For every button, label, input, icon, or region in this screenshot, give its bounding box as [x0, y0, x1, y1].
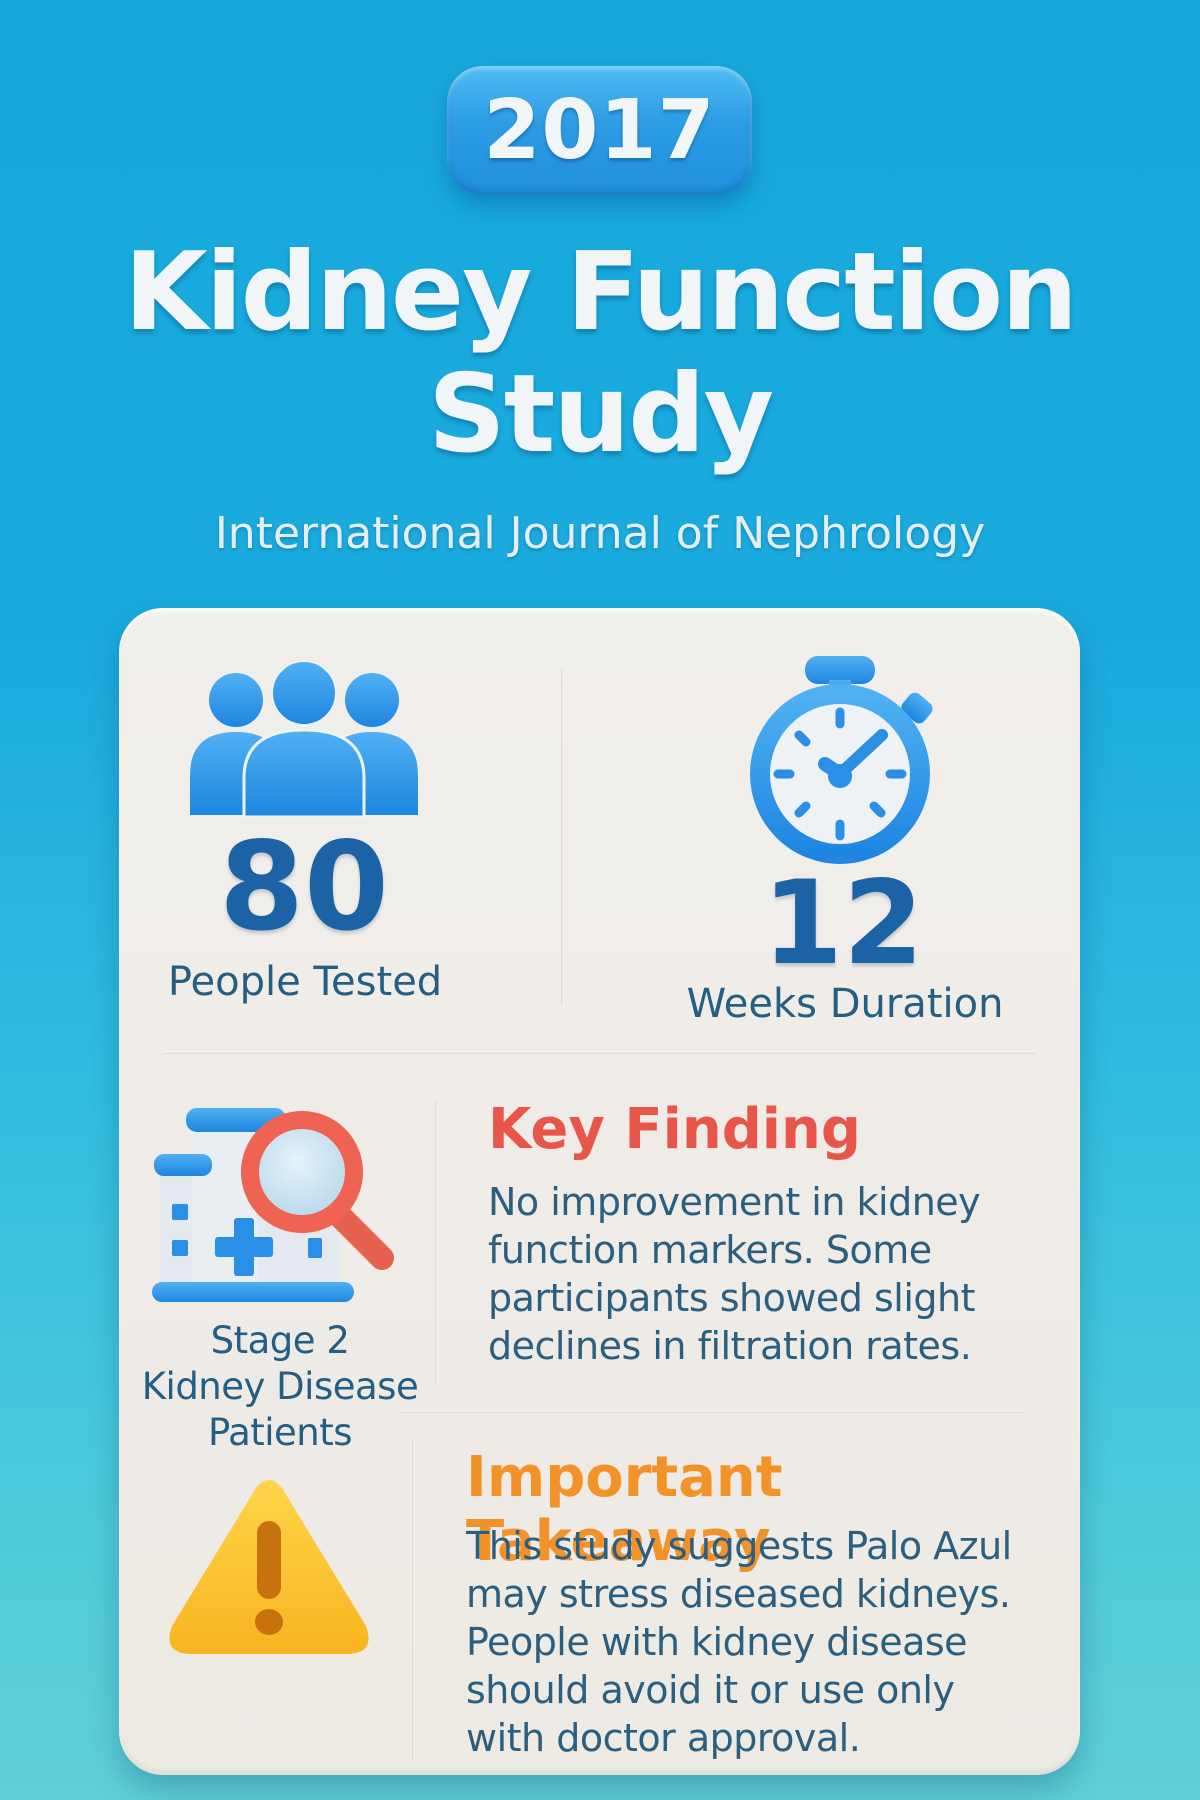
journal-subtitle: International Journal of Nephrology	[214, 508, 986, 559]
key-finding-line: participants showed slight	[488, 1276, 976, 1320]
key-finding-title: Key Finding	[488, 1097, 861, 1162]
people-tested-value: 80	[219, 816, 389, 958]
takeaway-title: Important Takeaway	[466, 1445, 783, 1574]
takeaway-body: This study suggests Palo Azul may stress…	[466, 1522, 1056, 1762]
page-title-line-2: Study	[427, 352, 774, 477]
key-finding-line: No improvement in kidney	[488, 1180, 981, 1224]
takeaway-line: People with kidney disease	[466, 1620, 968, 1664]
takeaway-line: may stress diseased kidneys.	[466, 1572, 1011, 1616]
warning-triangle-icon	[166, 1476, 372, 1660]
key-finding-line: function markers. Some	[488, 1228, 932, 1272]
hospital-magnifier-icon	[150, 1094, 395, 1309]
key-finding-line: declines in filtration rates.	[488, 1324, 972, 1368]
population-label-line-3: Patients	[207, 1411, 353, 1454]
section-divider-2	[400, 1410, 1025, 1413]
weeks-duration-label: Weeks Duration	[686, 981, 1004, 1027]
takeaway-line: This study suggests Palo Azul	[466, 1524, 1012, 1568]
weeks-duration-value: 12	[762, 856, 924, 991]
population-label-line-2: Kidney Disease	[141, 1365, 419, 1408]
page-title-line-1: Kidney Function	[123, 230, 1078, 355]
people-tested-label: People Tested	[167, 959, 443, 1005]
takeaway-line: with doctor approval.	[466, 1716, 861, 1760]
finding-divider	[435, 1100, 438, 1385]
stopwatch-icon	[745, 652, 941, 864]
stats-divider	[561, 670, 564, 1005]
key-finding-body: No improvement in kidney function marker…	[488, 1178, 1048, 1370]
takeaway-line: should avoid it or use only	[466, 1668, 955, 1712]
population-label-line-1: Stage 2	[210, 1319, 350, 1362]
takeaway-divider	[412, 1440, 415, 1760]
year-badge: 2017	[447, 66, 752, 195]
section-divider-1	[162, 1051, 1036, 1054]
people-group-icon	[186, 660, 422, 820]
year-text: 2017	[483, 83, 716, 178]
